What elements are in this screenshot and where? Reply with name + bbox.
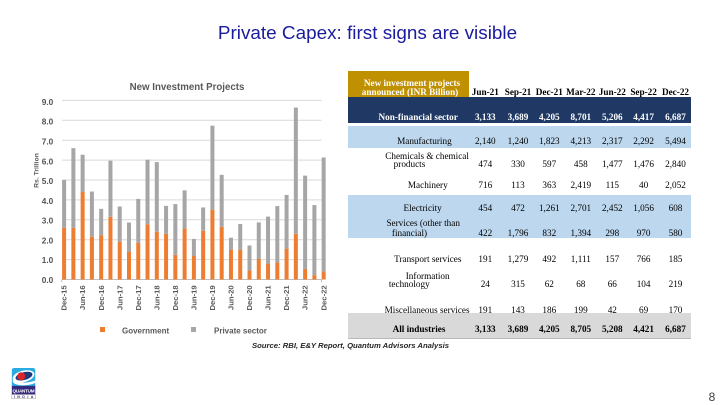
svg-text:Dec-19: Dec-19	[208, 285, 217, 310]
svg-text:Private sector: Private sector	[214, 327, 267, 336]
svg-text:Dec-22: Dec-22	[319, 285, 328, 310]
svg-text:I N D I A: I N D I A	[14, 395, 34, 399]
svg-text:Dec-15: Dec-15	[60, 285, 69, 311]
svg-text:2.0: 2.0	[42, 235, 54, 245]
svg-text:Rs. Trillion: Rs. Trillion	[34, 153, 41, 188]
svg-text:New Investment Projects: New Investment Projects	[130, 82, 245, 93]
svg-text:Jun-19: Jun-19	[189, 285, 198, 310]
svg-text:Dec-20: Dec-20	[245, 285, 254, 310]
svg-text:Government: Government	[122, 327, 169, 336]
svg-text:4.0: 4.0	[42, 196, 54, 206]
svg-text:Jun-16: Jun-16	[78, 285, 87, 310]
svg-text:Dec-16: Dec-16	[97, 285, 106, 310]
svg-text:8.0: 8.0	[42, 117, 54, 127]
svg-text:0.0: 0.0	[42, 275, 54, 285]
svg-text:Jun-18: Jun-18	[152, 285, 161, 311]
svg-text:1.0: 1.0	[42, 255, 54, 265]
svg-text:5.0: 5.0	[42, 176, 54, 186]
svg-text:Dec-18: Dec-18	[171, 285, 180, 311]
svg-text:9.0: 9.0	[42, 97, 54, 107]
svg-text:Jun-20: Jun-20	[227, 285, 236, 310]
svg-text:QUANTUM: QUANTUM	[13, 389, 35, 394]
svg-text:3.0: 3.0	[42, 216, 54, 226]
svg-text:Jun-22: Jun-22	[301, 285, 310, 310]
svg-text:Dec-21: Dec-21	[282, 285, 291, 311]
svg-text:Dec-17: Dec-17	[134, 285, 143, 310]
svg-text:Jun-17: Jun-17	[115, 285, 124, 310]
svg-text:Jun-21: Jun-21	[264, 285, 273, 311]
svg-text:6.0: 6.0	[42, 156, 54, 166]
svg-text:7.0: 7.0	[42, 137, 54, 147]
